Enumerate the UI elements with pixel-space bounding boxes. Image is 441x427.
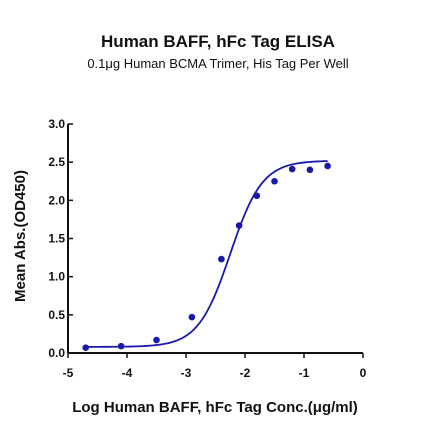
chart-title: Human BAFF, hFc Tag ELISA: [101, 32, 335, 51]
x-tick-label: 0: [360, 366, 367, 380]
y-tick-label: 2.0: [48, 193, 65, 207]
y-tick-label: 2.5: [48, 155, 65, 169]
data-point: [117, 342, 125, 350]
y-tick-label: 0.0: [48, 346, 65, 360]
y-tick-label: 1.0: [48, 270, 65, 284]
x-axis-label: Log Human BAFF, hFc Tag Conc.(μg/ml): [72, 399, 358, 416]
chart-subtitle: 0.1μg Human BCMA Trimer, His Tag Per Wel…: [87, 56, 348, 71]
x-tick-label: -2: [240, 366, 251, 380]
tick-labels: 0.0 0.5 1.0 1.5 2.0 2.5 3.0 -5 -4 -3 -2 -1 0: [48, 117, 366, 380]
x-tick-label: -4: [122, 366, 133, 380]
x-tick-label: -5: [63, 366, 74, 380]
data-point: [306, 166, 314, 174]
data-point: [82, 344, 89, 351]
fit-curve: [85, 160, 328, 348]
x-tick-label: -1: [299, 366, 310, 380]
axes: [67, 123, 364, 358]
data-points: [82, 162, 331, 351]
x-tick-label: -3: [181, 366, 192, 380]
y-tick-label: 0.5: [48, 308, 65, 322]
data-point: [153, 336, 160, 344]
y-tick-label: 3.0: [48, 117, 65, 131]
y-tick-label: 1.5: [48, 232, 65, 246]
data-point: [324, 162, 331, 170]
data-point: [271, 177, 278, 185]
data-point: [253, 192, 261, 200]
data-point: [235, 222, 243, 229]
data-point: [288, 165, 296, 173]
y-axis-label: Mean Abs.(OD450): [12, 170, 29, 302]
data-point: [188, 313, 196, 321]
data-point: [218, 255, 225, 263]
